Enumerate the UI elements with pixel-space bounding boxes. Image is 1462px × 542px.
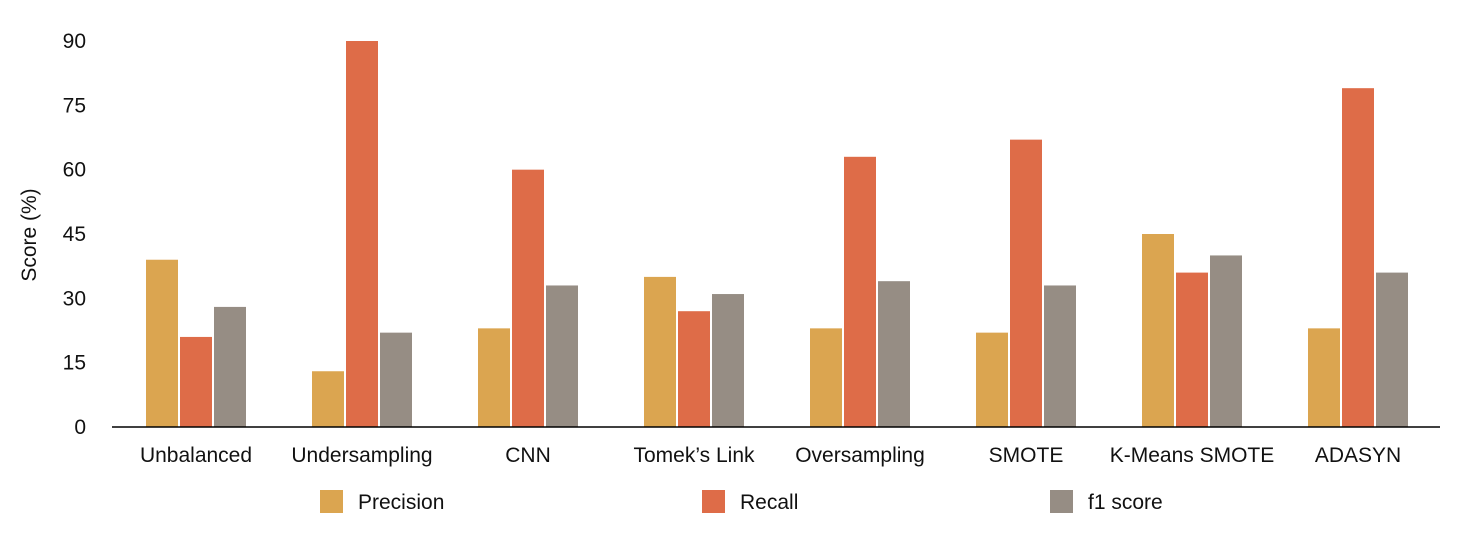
x-tick-label: CNN — [505, 444, 551, 467]
legend-label: f1 score — [1088, 491, 1163, 514]
y-tick-label: 60 — [63, 159, 86, 182]
bar-recall — [1010, 139, 1042, 427]
bar-recall — [512, 169, 544, 427]
x-tick-label: SMOTE — [989, 444, 1064, 467]
bar-f1-score — [380, 332, 412, 427]
y-tick-label: 15 — [63, 352, 86, 375]
bar-f1-score — [214, 306, 246, 427]
x-tick-label: Tomek’s Link — [634, 444, 755, 467]
bar-f1-score — [1044, 285, 1076, 427]
bar-precision — [810, 328, 842, 427]
y-tick-label: 30 — [63, 287, 86, 310]
y-axis-title: Score (%) — [18, 188, 41, 281]
y-tick-label: 75 — [63, 94, 86, 117]
legend-label: Precision — [358, 491, 444, 514]
x-tick-label: K-Means SMOTE — [1110, 444, 1275, 467]
legend: Precision Recall f1 score — [320, 490, 1163, 514]
legend-label: Recall — [740, 491, 798, 514]
bar-precision — [478, 328, 510, 427]
bar-recall — [180, 336, 212, 427]
bar-precision — [1142, 234, 1174, 427]
legend-swatch — [320, 490, 343, 513]
bar-recall — [1176, 272, 1208, 427]
bar-precision — [312, 371, 344, 427]
bars-group — [146, 41, 1408, 428]
bar-recall — [678, 311, 710, 427]
bar-f1-score — [546, 285, 578, 427]
y-tick-label: 90 — [63, 30, 86, 53]
bar-recall — [844, 156, 876, 428]
bar-precision — [644, 276, 676, 427]
bar-precision — [1308, 328, 1340, 427]
bar-recall — [1342, 88, 1374, 427]
y-tick-label: 0 — [74, 416, 86, 439]
y-axis-ticks: 0 15 30 45 60 75 90 — [63, 30, 86, 439]
x-tick-label: Unbalanced — [140, 444, 252, 467]
x-tick-label: ADASYN — [1315, 444, 1401, 467]
legend-swatch — [1050, 490, 1073, 513]
bar-precision — [976, 332, 1008, 427]
bar-f1-score — [1376, 272, 1408, 427]
bar-f1-score — [712, 294, 744, 427]
y-tick-label: 45 — [63, 223, 86, 246]
bar-f1-score — [1210, 255, 1242, 427]
bar-f1-score — [878, 281, 910, 427]
x-tick-label: Oversampling — [795, 444, 925, 467]
x-tick-label: Undersampling — [291, 444, 432, 467]
bar-recall — [346, 41, 378, 427]
x-axis-tick-labels: Unbalanced Undersampling CNN Tomek’s Link Ov… — [140, 444, 1401, 467]
bar-precision — [146, 259, 178, 427]
legend-swatch — [702, 490, 725, 513]
